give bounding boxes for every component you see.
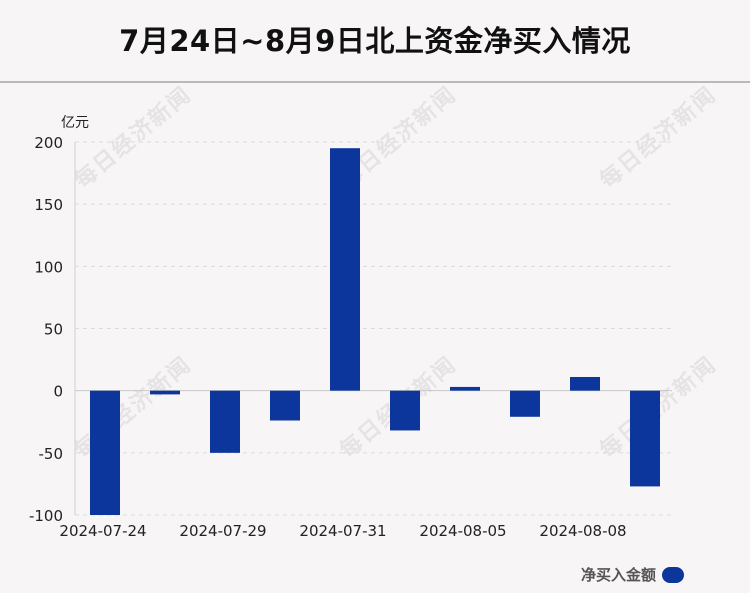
bar xyxy=(450,386,480,391)
chart-title: 7月24日~8月9日北上资金净买入情况 xyxy=(119,24,631,58)
y-tick-label: 200 xyxy=(34,134,63,152)
title-divider xyxy=(0,81,750,83)
x-tick-label: 2024-07-24 xyxy=(59,522,146,540)
x-tick-label: 2024-08-05 xyxy=(419,522,506,540)
bar xyxy=(210,390,240,453)
bar xyxy=(570,376,600,391)
y-tick-label: 0 xyxy=(53,383,63,401)
bar xyxy=(90,390,120,515)
x-tick-label: 2024-07-31 xyxy=(299,522,386,540)
bar xyxy=(510,390,540,417)
y-axis-unit-label: 亿元 xyxy=(61,115,89,131)
bar xyxy=(630,390,660,487)
legend-swatch xyxy=(662,566,684,583)
x-tick-label: 2024-07-29 xyxy=(179,522,266,540)
legend-label: 净买入金额 xyxy=(580,566,656,584)
y-tick-label: 50 xyxy=(44,321,63,339)
bar xyxy=(390,390,420,431)
x-tick-label: 2024-08-08 xyxy=(539,522,626,540)
y-tick-label: -50 xyxy=(39,445,64,463)
y-tick-label: 100 xyxy=(34,258,63,276)
bar xyxy=(270,390,300,421)
y-tick-label: -100 xyxy=(29,507,63,525)
y-tick-label: 150 xyxy=(34,196,63,214)
bar xyxy=(330,148,360,391)
legend: 净买入金额 xyxy=(581,564,684,585)
bar xyxy=(150,390,180,395)
